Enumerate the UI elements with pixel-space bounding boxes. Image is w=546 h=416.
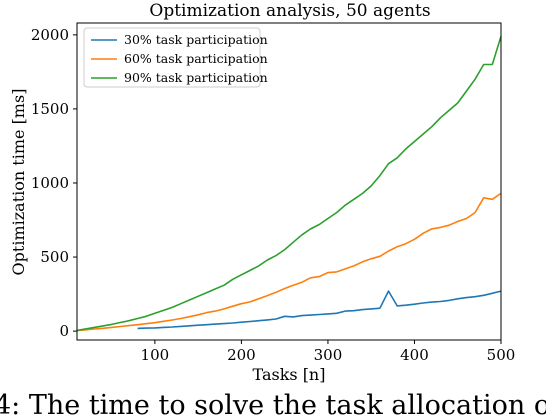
x-tick-label: 200 <box>227 346 256 364</box>
legend: 30% task participation 60% task participa… <box>83 27 268 88</box>
y-axis: 0 500 1000 1500 2000 <box>31 26 77 340</box>
legend-entry-1: 30% task participation <box>124 32 268 47</box>
series-layer <box>76 36 502 332</box>
legend-entry-2: 60% task participation <box>124 51 268 66</box>
series-line-2 <box>76 192 502 332</box>
x-tick-label: 400 <box>400 346 429 364</box>
legend-box <box>83 27 261 88</box>
x-axis: 100 200 300 400 500 <box>141 340 516 364</box>
y-tick-label: 0 <box>59 322 69 340</box>
x-tick-label: 500 <box>487 346 516 364</box>
series-line-1 <box>137 290 502 330</box>
chart-title: Optimization analysis, 50 agents <box>149 1 430 21</box>
plot-frame <box>76 22 502 341</box>
series-line-3 <box>76 36 502 332</box>
y-tick-label: 1500 <box>31 100 69 118</box>
x-tick-label: 300 <box>314 346 343 364</box>
x-tick-label: 100 <box>141 346 170 364</box>
y-axis-label: Optimization time [ms] <box>9 89 28 276</box>
y-tick-label: 500 <box>40 248 69 266</box>
legend-entry-3: 90% task participation <box>124 70 268 85</box>
x-axis-label: Tasks [n] <box>253 365 326 384</box>
y-tick-label: 2000 <box>31 26 69 44</box>
y-tick-label: 1000 <box>31 174 69 192</box>
figure-caption: 4: The time to solve the task allocation… <box>0 390 546 416</box>
